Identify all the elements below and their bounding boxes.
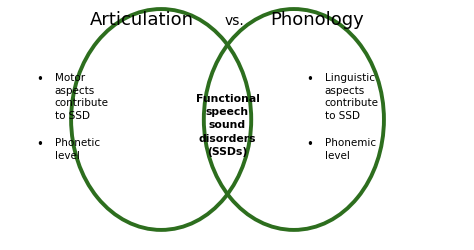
- Text: Functional
speech
sound
disorders
(SSDs): Functional speech sound disorders (SSDs): [196, 94, 259, 156]
- Text: Motor
aspects
contribute
to SSD: Motor aspects contribute to SSD: [55, 72, 109, 121]
- Text: Phonology: Phonology: [271, 11, 365, 29]
- Text: •: •: [36, 72, 43, 86]
- Text: vs.: vs.: [225, 14, 245, 28]
- Text: Articulation: Articulation: [90, 11, 194, 29]
- Text: •: •: [36, 138, 43, 150]
- Text: •: •: [306, 72, 313, 86]
- Text: •: •: [306, 138, 313, 150]
- Text: Phonemic
level: Phonemic level: [325, 138, 376, 160]
- Text: Linguistic
aspects
contribute
to SSD: Linguistic aspects contribute to SSD: [325, 72, 379, 121]
- Text: Phonetic
level: Phonetic level: [55, 138, 100, 160]
